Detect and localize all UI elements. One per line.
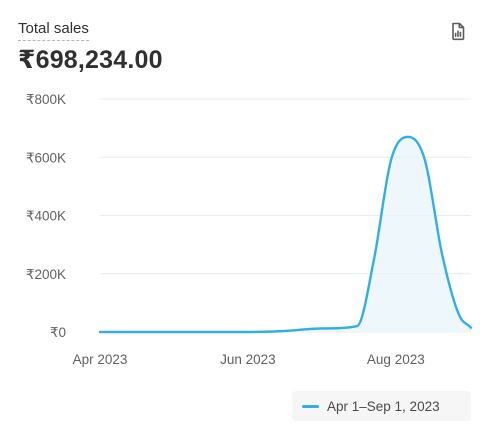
y-tick-label: ₹800K: [26, 92, 66, 107]
y-tick-label: ₹600K: [26, 150, 66, 165]
report-export-icon[interactable]: [446, 19, 470, 43]
chart-legend[interactable]: Apr 1–Sep 1, 2023: [292, 391, 471, 421]
x-tick-label: Jun 2023: [220, 352, 276, 367]
y-tick-label: ₹0: [50, 325, 66, 340]
x-tick-label: Apr 2023: [73, 352, 128, 367]
x-tick-label: Aug 2023: [367, 352, 425, 367]
y-tick-label: ₹200K: [26, 267, 66, 282]
legend-label: Apr 1–Sep 1, 2023: [327, 398, 440, 414]
metric-value: ₹698,234.00: [18, 46, 163, 74]
metric-title[interactable]: Total sales: [18, 20, 89, 41]
series-area: [100, 136, 471, 332]
series-line: [98, 135, 473, 334]
y-tick-label: ₹400K: [26, 209, 66, 224]
legend-swatch: [302, 404, 319, 408]
